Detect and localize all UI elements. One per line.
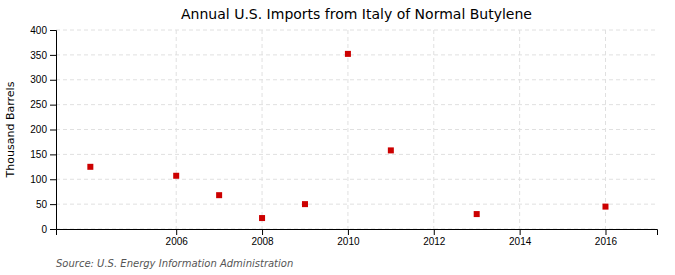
y-tick: 0 bbox=[41, 224, 56, 235]
x-tick: 2008 bbox=[251, 229, 274, 247]
y-axis-title: Thousand Barrels bbox=[4, 81, 17, 178]
point bbox=[259, 215, 265, 221]
y-tick: 400 bbox=[30, 25, 56, 36]
x-tick: 2014 bbox=[509, 229, 532, 247]
point bbox=[474, 211, 480, 217]
x-tick-mark bbox=[262, 229, 263, 235]
y-tick-label: 50 bbox=[36, 199, 48, 210]
grid-line-y bbox=[56, 30, 657, 31]
grid-line-x bbox=[433, 30, 434, 229]
x-tick-label: 2008 bbox=[251, 236, 274, 247]
x-tick-mark bbox=[605, 229, 606, 235]
x-tick-label: 2016 bbox=[595, 236, 618, 247]
source: Source: U.S. Energy Information Administ… bbox=[56, 258, 293, 269]
y-tick: 50 bbox=[36, 199, 56, 210]
x-axis-line bbox=[57, 230, 658, 236]
y-tick-label: 200 bbox=[30, 124, 47, 135]
y-tick-label: 250 bbox=[30, 99, 47, 110]
x-tick: 2016 bbox=[595, 229, 618, 247]
point bbox=[216, 192, 222, 198]
grid-line-y bbox=[56, 204, 657, 205]
x-tick-label: 2014 bbox=[509, 236, 532, 247]
grid-line-x bbox=[605, 30, 606, 229]
x-tick-label: 2012 bbox=[423, 236, 446, 247]
point bbox=[173, 173, 179, 179]
point bbox=[602, 204, 608, 210]
points bbox=[87, 51, 608, 221]
grid-line-y bbox=[56, 54, 657, 55]
y-tick-label: 300 bbox=[30, 74, 47, 85]
y-tick-mark bbox=[50, 105, 56, 106]
y-tick-mark bbox=[50, 80, 56, 81]
x-tick: 2012 bbox=[423, 229, 446, 247]
grid-line-y bbox=[56, 154, 657, 155]
x-tick-mark bbox=[348, 229, 349, 235]
x-tick: 2006 bbox=[166, 229, 189, 247]
grid bbox=[56, 30, 657, 229]
title: Annual U.S. Imports from Italy of Normal… bbox=[181, 6, 532, 22]
grid-line-y bbox=[56, 104, 657, 105]
y-tick-label: 150 bbox=[30, 149, 47, 160]
y-tick-mark bbox=[50, 55, 56, 56]
y-tick-label: 350 bbox=[30, 50, 47, 61]
y-tick-mark bbox=[50, 154, 56, 155]
y-tick-mark bbox=[50, 204, 56, 205]
y-tick-mark bbox=[50, 229, 56, 230]
grid-line-y bbox=[56, 79, 657, 80]
x-tick-label: 2010 bbox=[337, 236, 360, 247]
grid-line-y bbox=[56, 179, 657, 180]
point bbox=[87, 164, 93, 170]
x-tick-mark bbox=[434, 229, 435, 235]
x-axis: 2006 2008 2010 2012 2014 2016 bbox=[57, 229, 658, 247]
y-tick: 350 bbox=[30, 50, 56, 61]
x-tick: 2010 bbox=[337, 229, 360, 247]
grid-line-x bbox=[176, 30, 177, 229]
y-axis: 0 50 100 150 200 250 300 350 400 bbox=[30, 25, 56, 235]
y-tick-mark bbox=[50, 30, 56, 31]
y-tick: 150 bbox=[30, 149, 56, 160]
x-tick-mark bbox=[520, 229, 521, 235]
grid-line-x bbox=[519, 30, 520, 229]
x-tick-mark bbox=[176, 229, 177, 235]
y-tick-mark bbox=[50, 130, 56, 131]
point bbox=[388, 147, 394, 153]
y-tick: 200 bbox=[30, 124, 56, 135]
grid-line-x bbox=[347, 30, 348, 229]
plot-area: 2006 2008 2010 2012 2014 2016 0 50 100 150 200 250 3… bbox=[30, 25, 657, 247]
grid-line-y bbox=[56, 129, 657, 130]
y-tick-label: 0 bbox=[41, 224, 47, 235]
chart: 2006 2008 2010 2012 2014 2016 0 50 100 150 200 250 3… bbox=[0, 0, 675, 275]
y-tick: 300 bbox=[30, 74, 56, 85]
y-tick: 250 bbox=[30, 99, 56, 110]
grid-line-x bbox=[262, 30, 263, 229]
y-tick-mark bbox=[50, 179, 56, 180]
y-axis-line bbox=[50, 31, 57, 230]
point bbox=[345, 51, 351, 57]
y-tick-label: 100 bbox=[30, 174, 47, 185]
y-tick-label: 400 bbox=[30, 25, 47, 36]
point bbox=[302, 201, 308, 207]
y-tick: 100 bbox=[30, 174, 56, 185]
x-tick-label: 2006 bbox=[166, 236, 189, 247]
